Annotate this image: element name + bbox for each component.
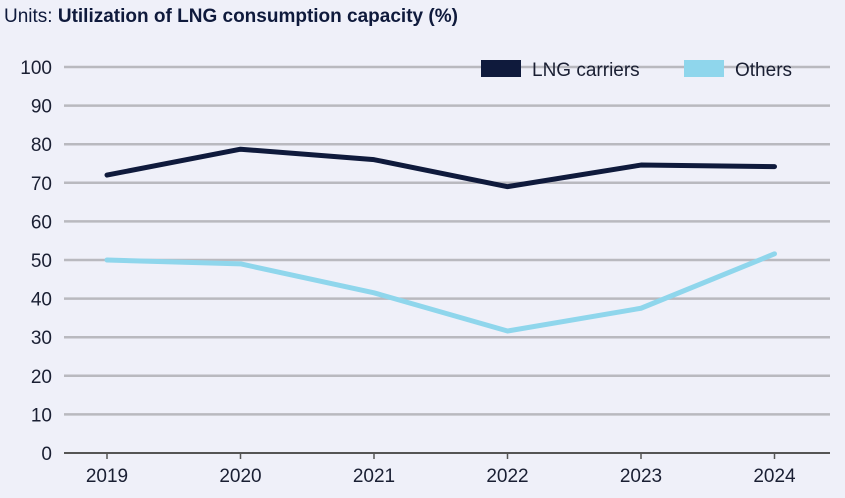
legend-swatch [684,60,724,77]
series-line-others [104,251,777,334]
x-tick-label: 2024 [753,466,796,487]
y-tick-label: 70 [31,174,52,195]
chart-title: Units: Utilization of LNG consumption ca… [4,6,458,28]
legend-label: Others [735,60,792,81]
x-tick-label: 2019 [86,466,128,487]
y-tick-label: 30 [31,328,52,349]
series-line-lng-carriers [104,146,777,190]
y-tick-label: 0 [41,444,52,465]
x-tick-label: 2021 [353,466,395,487]
title-text: Utilization of LNG consumption capacity … [57,6,458,27]
y-tick-label: 50 [31,251,52,272]
y-tick-label: 60 [31,212,52,233]
x-tick-label: 2020 [219,466,261,487]
x-tick-label: 2022 [486,466,528,487]
y-tick-label: 90 [31,97,52,118]
units-label: Units: [4,6,53,27]
y-tick-label: 10 [31,405,52,426]
y-tick-label: 40 [31,290,52,311]
x-tick-label: 2023 [620,466,662,487]
y-tick-label: 80 [31,135,52,156]
y-tick-label: 20 [31,367,52,388]
legend-swatch [481,60,521,77]
legend-label: LNG carriers [532,60,640,81]
y-tick-label: 100 [20,58,52,79]
